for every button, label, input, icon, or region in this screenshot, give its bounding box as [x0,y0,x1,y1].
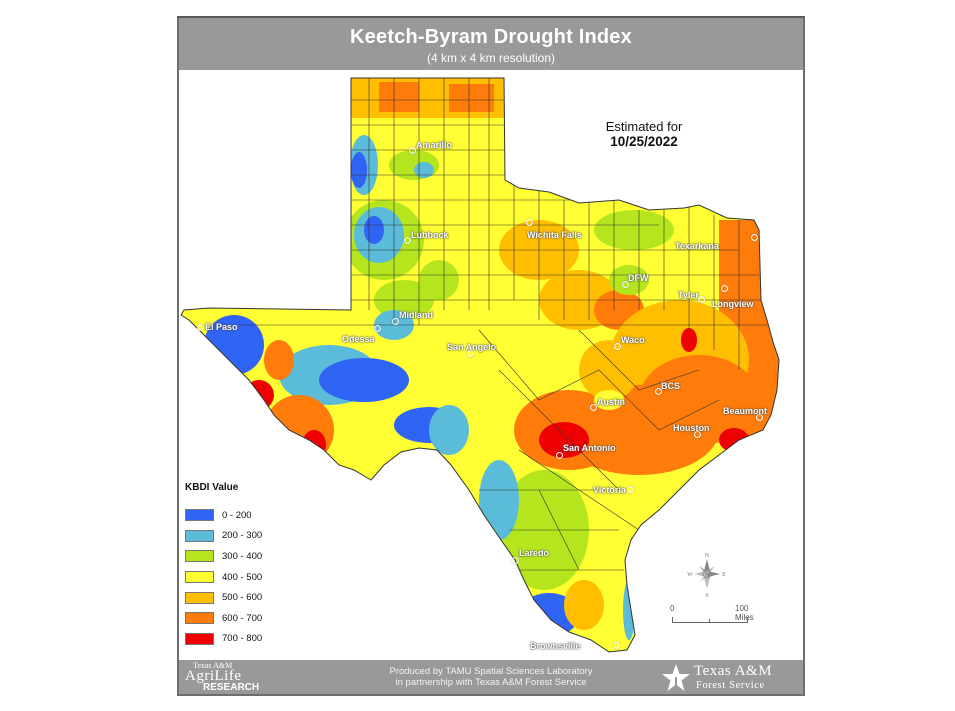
legend-item: 400 - 500 [185,567,262,588]
texas-am-forest-service-logo: Texas A&M Forest Service [662,663,797,693]
city-label: Wichita Falls [527,230,582,240]
estimate-label: Estimated for [605,119,683,134]
svg-text:S: S [705,593,708,598]
city-label: Victoria [593,485,626,495]
scale-start: 0 [670,604,675,613]
legend-swatch [185,550,214,563]
city-marker-icon [756,414,763,421]
city-label: BCS [661,381,681,391]
city-marker-icon [751,234,758,241]
city-label: Houston [673,423,710,433]
city-marker-icon [622,281,629,288]
city-marker-icon [374,325,381,332]
legend-swatch [185,529,214,542]
legend-item: 300 - 400 [185,546,262,567]
city-label: DFW [628,273,649,283]
legend: KBDI Value 0 - 200 200 - 300 300 - 400 4… [185,482,262,649]
city-marker-icon [197,324,204,331]
svg-text:W: W [687,572,693,578]
city-marker-icon [467,350,474,357]
city-marker-icon [614,343,621,350]
map-frame: Keetch-Byram Drought Index (4 km x 4 km … [177,16,805,696]
city-label: Longview [712,299,754,309]
legend-swatch [185,571,214,584]
estimate-date: Estimated for 10/25/2022 [584,119,704,149]
estimate-date-value: 10/25/2022 [610,134,678,149]
city-label: Laredo [519,548,550,558]
city-label: El Paso [205,322,238,332]
legend-swatch [185,591,214,604]
city-label: Waco [621,335,645,345]
star-icon [662,664,690,692]
city-label: Texarkana [675,241,719,251]
legend-item: 200 - 300 [185,526,262,547]
county-lines [239,78,769,571]
city-label: Lubbock [411,230,449,240]
svg-text:E: E [722,572,726,578]
city-marker-icon [698,296,705,303]
city-marker-icon [526,219,533,226]
city-label: San Angelo [447,342,497,352]
city-label: Brownsville [530,641,581,651]
city-marker-icon [404,237,411,244]
scale-bar: 0 100 Miles [667,604,757,634]
map-header: Keetch-Byram Drought Index (4 km x 4 km … [179,18,803,70]
city-label: Austin [597,397,625,407]
city-label: Tyler [678,290,699,300]
city-marker-icon [613,642,620,649]
map-title: Keetch-Byram Drought Index [350,26,632,48]
city-label: Midland [399,310,433,320]
scale-end: 100 Miles [735,604,754,622]
city-label: Amarillo [416,140,453,150]
city-marker-icon [409,147,416,154]
map-subtitle: (4 km x 4 km resolution) [426,51,556,65]
city-marker-icon [556,452,563,459]
svg-text:N: N [705,553,710,559]
legend-swatch [185,509,214,522]
city-marker-icon [512,557,519,564]
city-label: San Antonio [563,443,616,453]
map-footer: Texas A&M AgriLife RESEARCH Produced by … [179,660,803,694]
legend-swatch [185,632,214,645]
city-marker-icon [392,318,399,325]
map-area: Estimated for 10/25/2022 Amarillo Lubbock… [179,70,803,660]
agrilife-research-logo: Texas A&M AgriLife RESEARCH [185,661,260,693]
city-marker-icon [590,404,597,411]
city-label: Odessa [342,334,375,344]
city-label: Beaumont [723,406,768,416]
legend-item: 700 - 800 [185,629,262,650]
compass-rose-icon: N W E S [687,553,726,598]
legend-item: 500 - 600 [185,587,262,608]
texas-outline [180,77,780,653]
city-marker-icon [721,285,728,292]
legend-item: 0 - 200 [185,505,262,526]
city-marker-icon [627,486,634,493]
legend-swatch [185,612,214,625]
city-marker-icon [655,388,662,395]
texas-kbdi-map [180,77,780,653]
legend-item: 600 - 700 [185,608,262,629]
legend-title: KBDI Value [185,482,239,493]
credit-text: Produced by TAMU Spatial Sciences Labora… [389,666,593,688]
city-marker-icon [694,431,701,438]
